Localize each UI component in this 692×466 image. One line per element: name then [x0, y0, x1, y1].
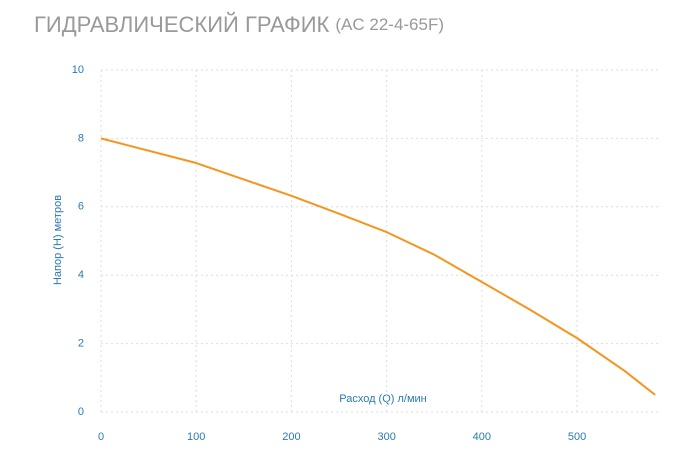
y-tick-label: 6: [78, 201, 84, 213]
y-tick-label: 2: [78, 338, 84, 350]
y-tick-label: 0: [78, 406, 84, 418]
title: ГИДРАВЛИЧЕСКИЙ ГРАФИК: [34, 12, 330, 37]
x-tick-label: 0: [98, 431, 104, 443]
y-tick-label: 8: [78, 132, 84, 144]
subtitle: (AC 22-4-65F): [335, 15, 444, 34]
y-tick-label: 10: [72, 64, 84, 76]
x-tick-label: 400: [473, 431, 491, 443]
y-tick-label: 4: [78, 269, 84, 281]
x-axis-label: Расход (Q) л/мин: [339, 393, 427, 405]
x-tick-label: 100: [187, 431, 205, 443]
x-tick-label: 300: [377, 431, 395, 443]
chart-title: ГИДРАВЛИЧЕСКИЙ ГРАФИК (AC 22-4-65F): [34, 12, 444, 37]
line: [100, 137, 656, 396]
y-axis-label: Напор (H) метров: [52, 195, 64, 285]
x-tick-label: 500: [568, 431, 586, 443]
x-tick-label: 200: [282, 431, 300, 443]
